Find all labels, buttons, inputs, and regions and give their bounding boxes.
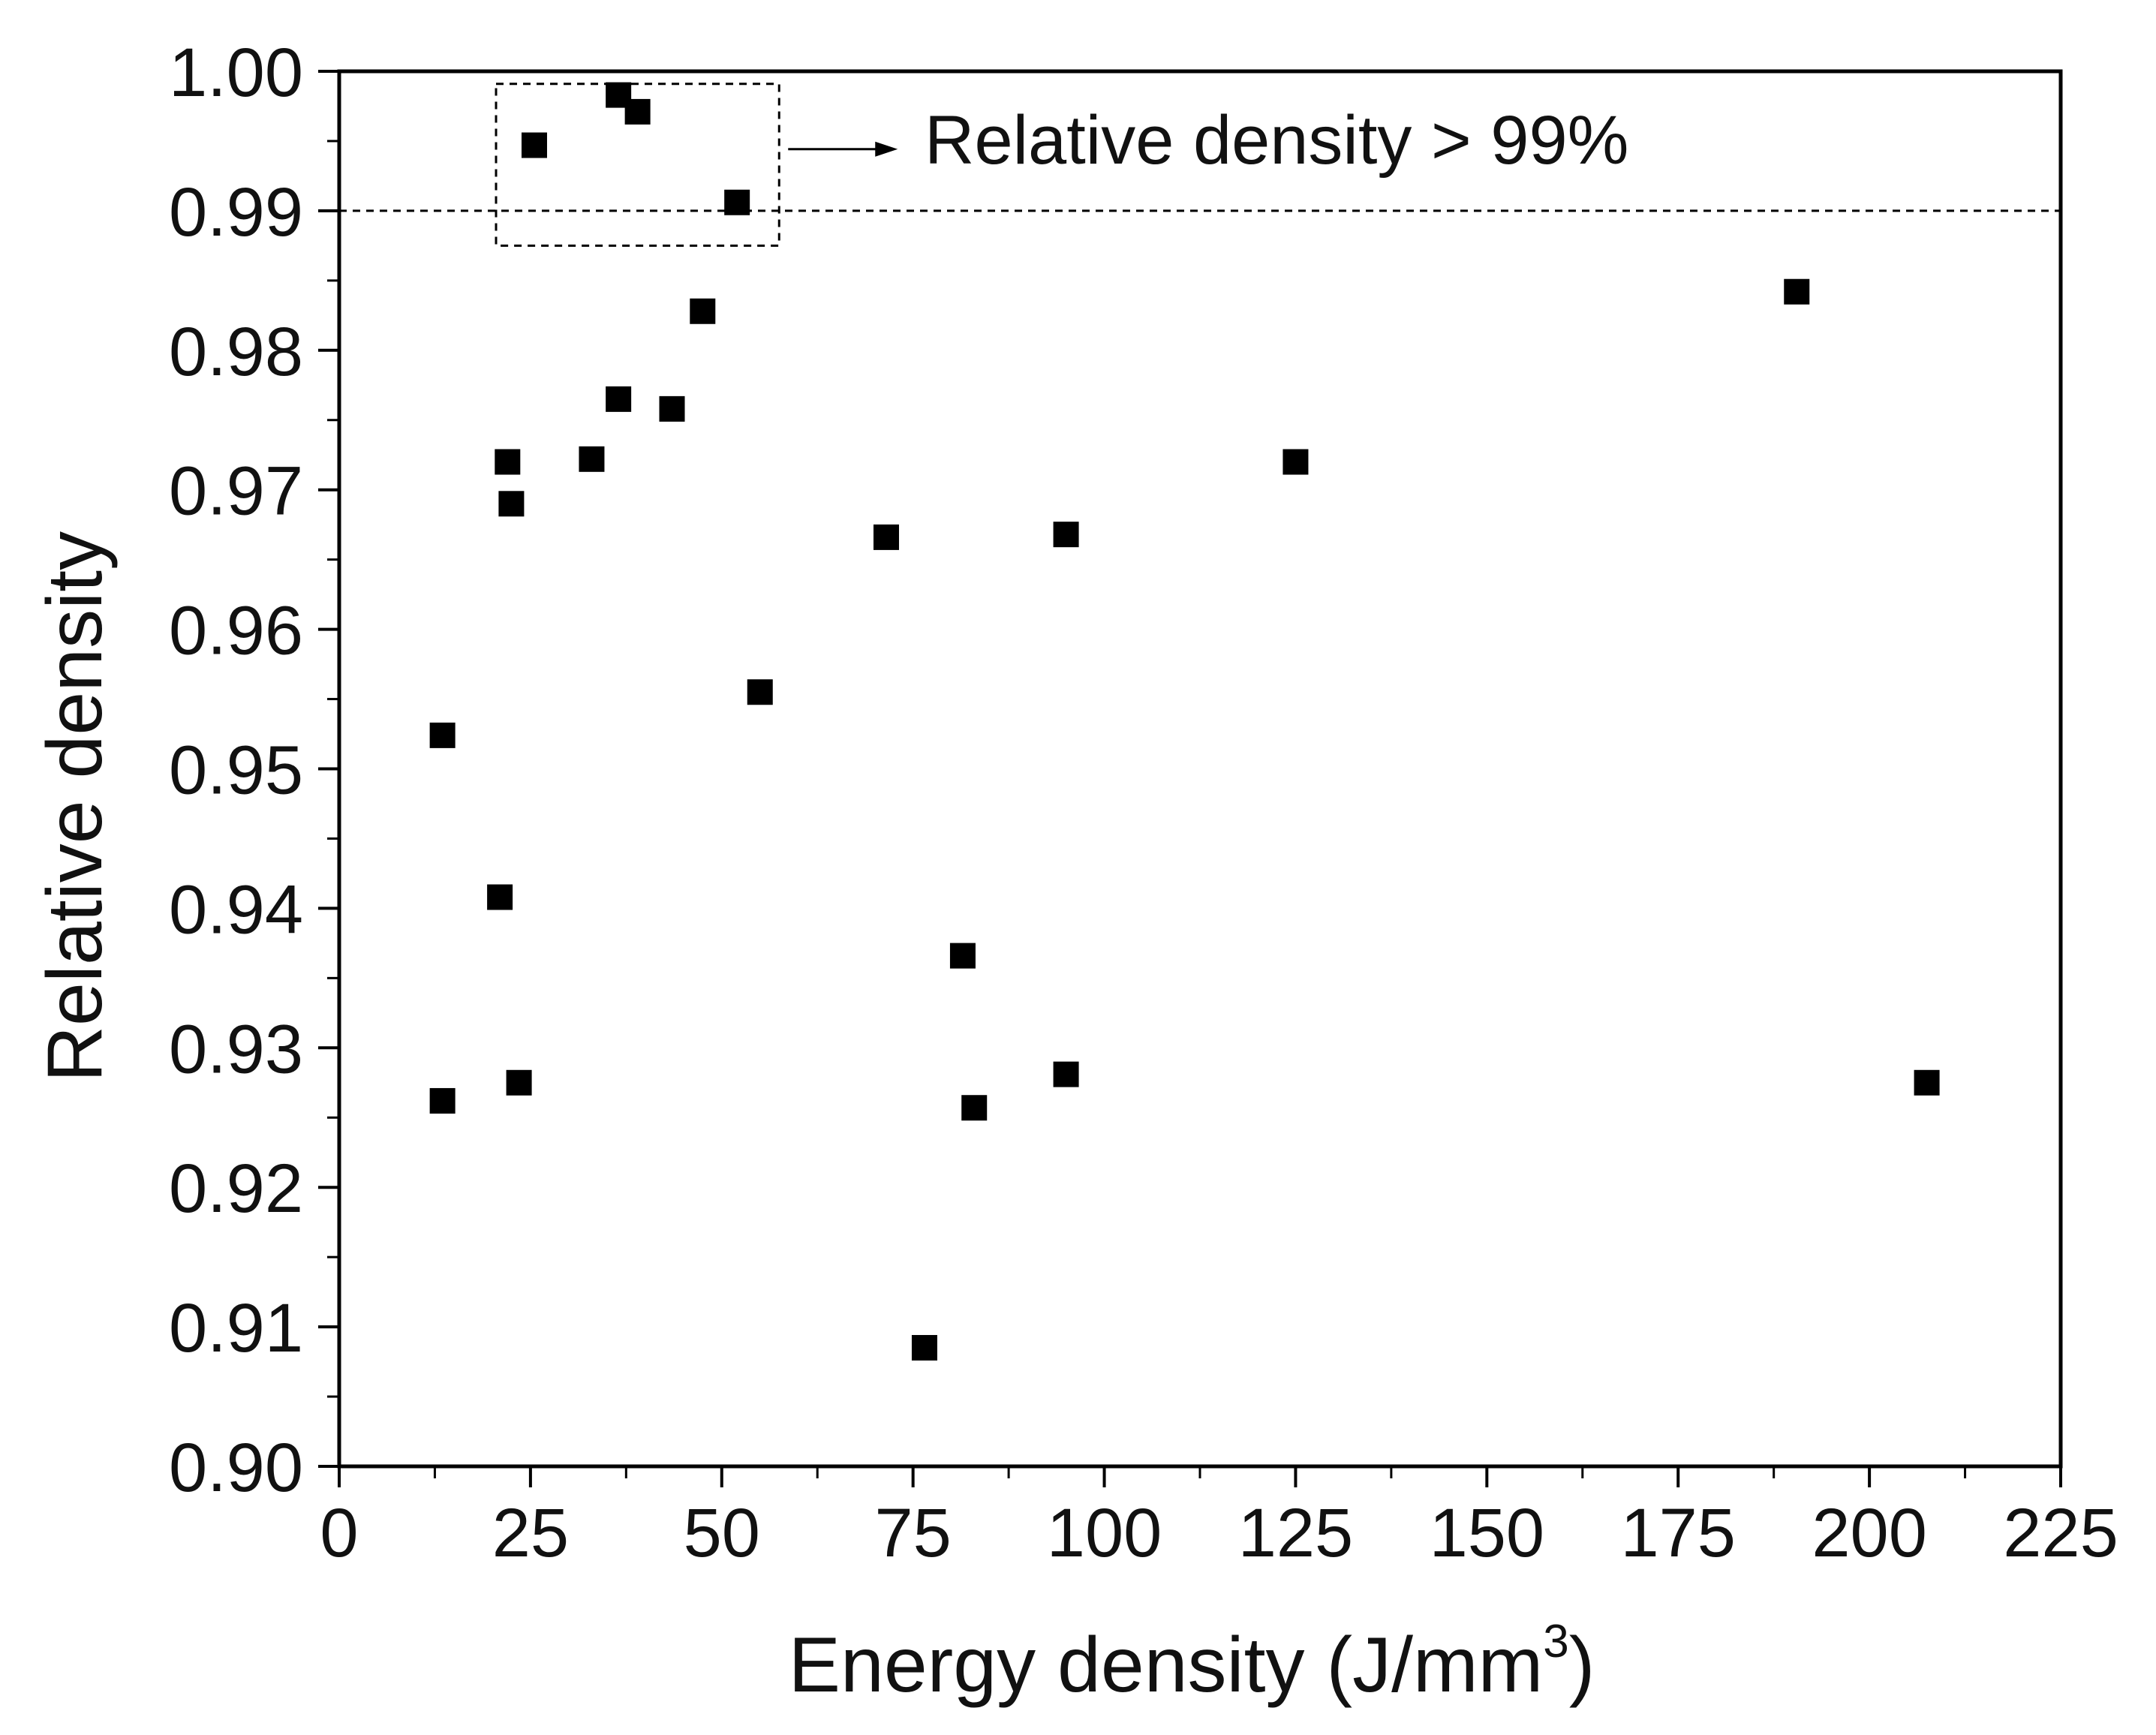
data-point [1282, 449, 1309, 475]
x-tick-label: 75 [874, 1495, 951, 1571]
y-tick-label: 0.99 [169, 174, 303, 251]
data-point [506, 1069, 532, 1096]
data-point [429, 1087, 456, 1114]
x-tick-label: 125 [1238, 1495, 1354, 1571]
y-axis-title: Relative density [32, 531, 119, 1082]
data-point [961, 1095, 988, 1121]
annotation-label: Relative density > 99% [925, 102, 1628, 179]
x-axis-title: Energy density (J/mm3) [789, 1616, 1595, 1709]
x-tick-label: 175 [1620, 1495, 1736, 1571]
x-tick-label: 25 [492, 1495, 569, 1571]
data-point [495, 449, 521, 475]
y-tick-label: 1.00 [169, 35, 303, 111]
data-point [724, 189, 750, 215]
data-point [1784, 278, 1810, 305]
x-axis-title-main: Energy density (J/mm [789, 1622, 1544, 1709]
y-tick-label: 0.97 [169, 453, 303, 530]
x-tick-label: 150 [1430, 1495, 1545, 1571]
x-tick-label: 200 [1812, 1495, 1927, 1571]
data-point [624, 98, 651, 125]
data-point [1914, 1069, 1940, 1096]
data-points [429, 82, 1940, 1361]
y-tick-label: 0.98 [169, 314, 303, 390]
data-point [606, 386, 632, 412]
data-point [911, 1334, 937, 1361]
x-tick-label: 0 [320, 1495, 358, 1571]
data-point [521, 132, 547, 158]
data-point [498, 491, 525, 517]
data-point [690, 298, 716, 324]
data-point [579, 446, 605, 472]
y-tick-label: 0.92 [169, 1150, 303, 1227]
annotation-group [339, 83, 2061, 247]
highlight-box [495, 83, 780, 247]
x-axis-title-close: ) [1569, 1622, 1595, 1709]
y-tick-label: 0.93 [169, 1011, 303, 1087]
y-tick-label: 0.91 [169, 1290, 303, 1367]
data-point [1053, 1061, 1079, 1087]
y-tick-label: 0.90 [169, 1430, 303, 1506]
y-tick-label: 0.96 [169, 593, 303, 669]
x-tick-label: 50 [684, 1495, 760, 1571]
y-tick-label: 0.95 [169, 732, 303, 809]
data-point [429, 722, 456, 748]
data-point [949, 943, 976, 969]
y-tick-label: 0.94 [169, 871, 303, 948]
annotation-arrow-head [875, 141, 898, 157]
data-point [873, 524, 899, 550]
data-point [747, 679, 773, 705]
tick-marks [318, 70, 2062, 1487]
data-point [487, 884, 513, 910]
x-tick-label: 225 [2003, 1495, 2118, 1571]
data-point [1053, 522, 1079, 548]
x-tick-label: 100 [1047, 1495, 1162, 1571]
data-point [659, 395, 685, 422]
tick-labels: 0 25 50 75 100 125 150 175 200 225 0.90 0.91 0.92 0.9… [169, 35, 2118, 1571]
x-axis-title-superscript: 3 [1543, 1616, 1568, 1667]
